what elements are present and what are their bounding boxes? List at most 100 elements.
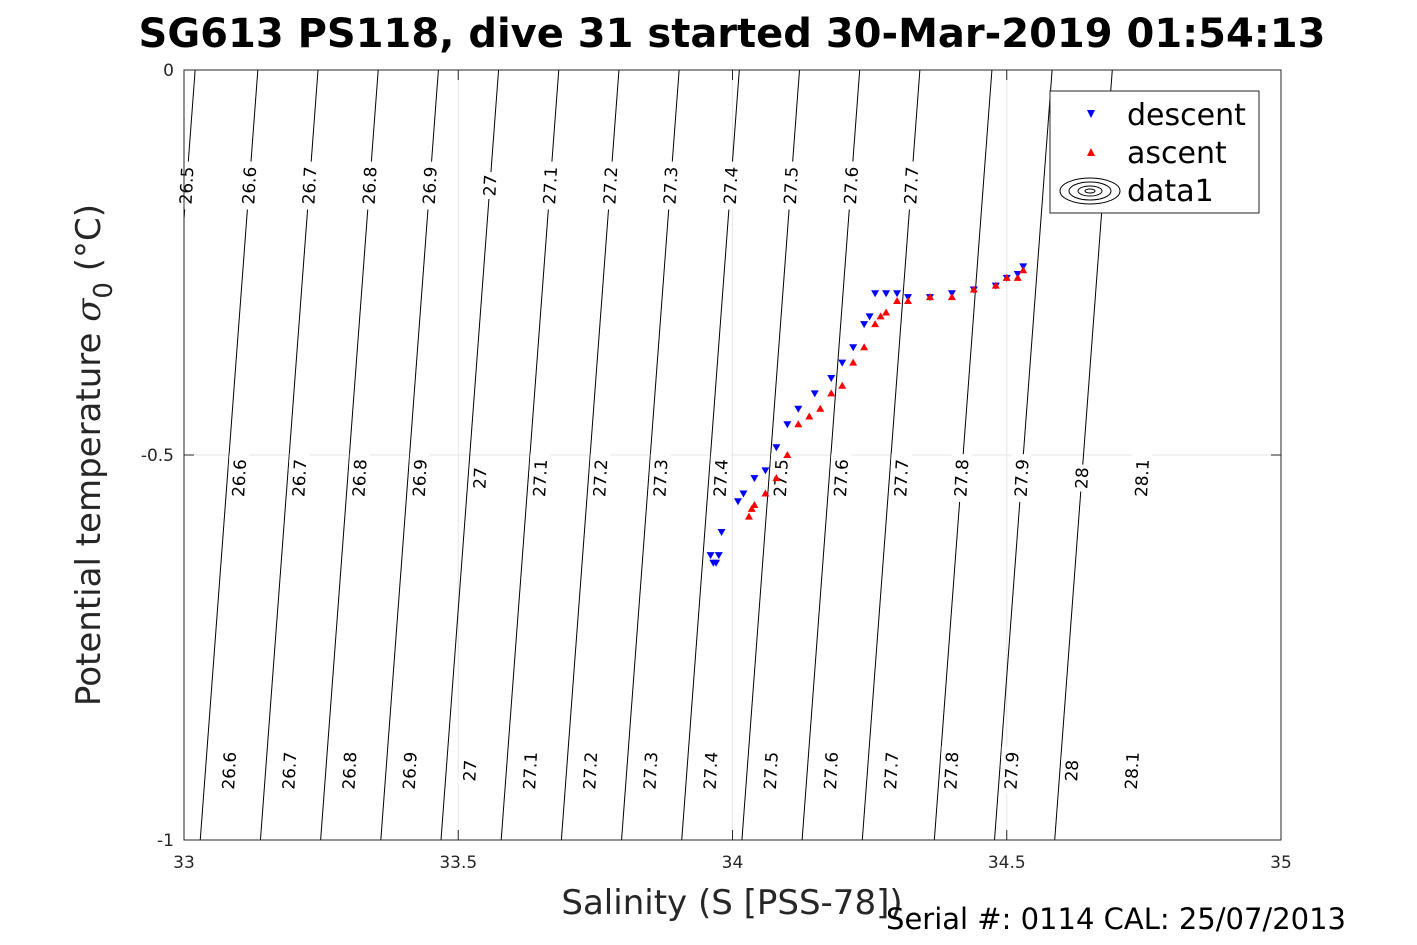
contour-label: 26.7	[287, 453, 311, 503]
svg-text:26.7: 26.7	[289, 459, 311, 498]
svg-text:26.6: 26.6	[229, 459, 251, 498]
svg-text:27.6: 27.6	[841, 166, 863, 205]
contour-label: 27.4	[708, 453, 733, 503]
legend-contour-icon	[1059, 177, 1121, 205]
svg-text:27: 27	[480, 174, 501, 197]
svg-text:27: 27	[470, 467, 491, 490]
contour-label: 26.6	[236, 160, 261, 210]
descent-point	[849, 344, 858, 352]
svg-text:27.3: 27.3	[650, 459, 672, 498]
descent-point	[865, 313, 874, 321]
ascent-point	[925, 293, 934, 301]
svg-text:27.3: 27.3	[661, 166, 683, 205]
svg-text:27.9: 27.9	[1012, 459, 1034, 498]
svg-text:27.3: 27.3	[640, 751, 662, 790]
contour-label: 27.5	[778, 160, 803, 210]
legend-ascent-label: ascent	[1127, 136, 1227, 171]
contour-label: 27	[458, 756, 481, 785]
axis-ticks: 33 33.5 34 34.5 35 0 -0.5 -1	[141, 61, 1292, 873]
ascent-point	[783, 451, 792, 458]
y-axis-label: Potential temperature σ0 (°C)	[69, 204, 119, 706]
legend-descent-marker	[1087, 110, 1095, 118]
contour-label: 27.5	[768, 453, 793, 503]
contour-label: 26.7	[297, 160, 321, 210]
descent-point	[838, 359, 847, 367]
y-tick-label: 0	[163, 61, 174, 81]
ascent-point	[744, 512, 753, 520]
svg-text:27.6: 27.6	[831, 459, 853, 498]
x-tick-label: 33.5	[439, 853, 477, 873]
legend-data1-label: data1	[1127, 174, 1214, 209]
svg-text:27.1: 27.1	[530, 459, 552, 498]
contour-label: 27.1	[537, 160, 562, 210]
contour-label: 26.6	[216, 746, 241, 796]
svg-text:27.6: 27.6	[821, 751, 843, 790]
contour-label: 27.7	[888, 453, 913, 503]
y-tick-label: -0.5	[141, 446, 174, 466]
svg-text:27.2: 27.2	[580, 751, 602, 790]
x-axis-label: Salinity (S [PSS-78])	[561, 883, 902, 923]
descent-point	[810, 390, 819, 398]
ascent-point	[1013, 273, 1022, 281]
ascent-point	[947, 293, 956, 301]
svg-text:27.8: 27.8	[941, 751, 963, 790]
descent-point	[739, 490, 748, 498]
legend-box	[1049, 90, 1260, 214]
contour-label: 27.7	[878, 746, 903, 796]
svg-text:27.1: 27.1	[540, 166, 562, 205]
svg-text:26.6: 26.6	[219, 751, 241, 790]
contour-label: 26.6	[226, 453, 251, 503]
contour-label: 27.1	[527, 453, 552, 503]
contour-label: 27	[468, 464, 491, 493]
descent-point	[733, 498, 742, 506]
contour-label: 27	[478, 171, 501, 200]
contour-label: 27.3	[658, 160, 683, 210]
descent-point	[882, 290, 891, 298]
descent-point	[717, 529, 726, 536]
contour-label: 26.8	[357, 160, 382, 210]
legend-ascent-marker	[1087, 148, 1095, 156]
svg-text:27.4: 27.4	[701, 751, 723, 790]
svg-text:27.1: 27.1	[520, 751, 542, 790]
contour-label: 27.1	[517, 746, 542, 796]
svg-text:26.8: 26.8	[350, 459, 372, 498]
svg-text:27.7: 27.7	[901, 166, 923, 205]
svg-text:27.2: 27.2	[590, 459, 612, 498]
svg-text:28: 28	[1062, 759, 1083, 782]
ascent-point	[969, 285, 978, 293]
x-tick-label: 34	[722, 853, 744, 873]
contour-label: 27.2	[598, 160, 622, 210]
ascent-point	[772, 474, 781, 482]
series-ascent	[744, 266, 1028, 520]
serial-calibration-note: Serial #: 0114 CAL: 25/07/2013	[886, 902, 1346, 936]
svg-text:27.8: 27.8	[951, 459, 973, 498]
contour-label: 27.9	[1009, 453, 1034, 503]
ascent-point	[747, 504, 756, 512]
svg-text:27.5: 27.5	[771, 459, 793, 498]
descent-point	[827, 375, 836, 382]
descent-point	[860, 321, 869, 329]
contour-label: 27.8	[939, 746, 963, 796]
svg-text:27.9: 27.9	[1002, 751, 1024, 790]
contour-label: 26.5	[174, 160, 198, 210]
contour-labels: 26.5 26.6 26.7 26.8 26.9 27 27.1 27.2 27.3 27.4 27…	[174, 160, 1154, 796]
svg-text:27.4: 27.4	[721, 166, 743, 205]
ascent-point	[849, 358, 858, 366]
ascent-point	[816, 404, 825, 412]
svg-text:27.2: 27.2	[600, 166, 622, 205]
contour-label: 27.5	[758, 746, 783, 796]
data-series	[706, 263, 1028, 567]
ascent-point	[882, 308, 891, 316]
ascent-point	[871, 320, 880, 328]
contour-label: 26.8	[337, 746, 361, 796]
contour-label: 27.9	[999, 746, 1024, 796]
ascent-point	[860, 343, 869, 351]
svg-text:26.9: 26.9	[400, 751, 422, 790]
contour-label: 27.2	[578, 746, 602, 796]
svg-text:26.9: 26.9	[420, 166, 442, 205]
legend: descent ascent data1	[1049, 90, 1260, 214]
contour-label: 26.7	[277, 746, 301, 796]
svg-text:26.9: 26.9	[410, 459, 432, 498]
svg-text:27.4: 27.4	[711, 459, 733, 498]
